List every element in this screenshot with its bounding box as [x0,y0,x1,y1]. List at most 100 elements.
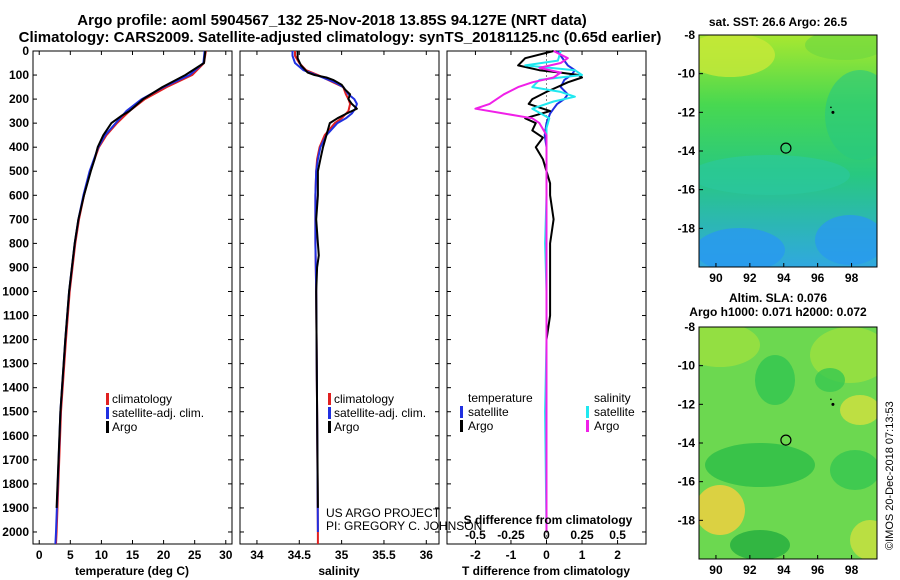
sla-high-patch [840,395,877,425]
title-line1: Argo profile: aoml 5904567_132 25-Nov-20… [77,12,586,29]
legend-satellite-swatch [328,407,331,419]
salinity-legend: climatology satellite-adj. clim. Argo [328,392,426,434]
map-lat-tick-label: -10 [678,359,696,373]
depth-tick-label: 1900 [2,501,29,515]
series-line-satellite-adj-clim- [291,51,358,533]
map-lat-tick-label: -8 [684,320,695,334]
sla-low-patch [815,368,845,392]
depth-tick-label: 1200 [2,333,29,347]
legend-temperature-argo-label: Argo [468,419,494,433]
project-pi: PI: GREGORY C. JOHNSON [326,519,482,533]
sst-warm-patch [699,35,775,77]
map-lon-tick-label: 96 [811,563,825,577]
legend-temperature-satellite-swatch [460,406,463,418]
sst-cool-patch [699,155,850,195]
depth-tick-label: 1500 [2,405,29,419]
legend-temperature-satellite-label: satellite [468,405,509,419]
s-difference-tick-label: 0.5 [609,528,626,542]
s-difference-tick-label: -0.5 [465,528,486,542]
depth-tick-label: 300 [9,116,29,130]
sst-cold-patch [815,215,877,265]
profile-location-marker [780,434,792,446]
sla-map-axes: 90 92 94 96 98 -8 -10 -12 -14 -16 -18 [678,320,859,577]
legend-temperature-heading: temperature [468,391,533,405]
legend-salinity-argo-swatch [586,420,589,432]
imos-credit: ©IMOS 20-Dec-2018 07:13:53 [884,401,896,550]
s-difference-axis-label: S difference from climatology [464,513,633,527]
legend-argo-swatch [328,421,331,433]
legend-climatology-swatch [106,393,109,405]
temperature-tick-label: 20 [157,548,171,562]
float-track-marker [830,398,832,401]
depth-tick-label: 1700 [2,453,29,467]
sla-map-markers [780,398,835,446]
x-axes: 0 5 10 15 20 25 30 34 34.5 35 35.5 36 -2 -1 0 1 2 -0.5 -0.… [36,51,626,562]
s-difference-tick-label: 0.25 [570,528,594,542]
sst-cold-patch [699,228,785,267]
t-difference-axis-label: T difference from climatology [462,564,630,578]
depth-tick-label: 100 [9,68,29,82]
depth-tick-label: 1800 [2,477,29,491]
temperature-plot-frame [32,50,233,545]
map-lat-tick-label: -12 [678,397,696,411]
sla-high-patch [850,520,877,559]
map-lon-tick-label: 90 [709,271,723,285]
map-lon-tick-label: 92 [743,563,757,577]
sst-cool-patch [825,70,877,160]
map-lon-tick-label: 98 [845,563,859,577]
temperature-legend: climatology satellite-adj. clim. Argo [106,392,204,434]
salinity-tick-label: 34 [250,548,264,562]
map-lon-tick-label: 96 [811,271,825,285]
float-track-marker [830,106,832,109]
depth-tick-label: 1100 [3,309,29,323]
sla-low-patch [705,443,815,487]
t-difference-tick-label: 2 [614,548,621,562]
depth-tick-label: 1300 [2,357,29,371]
salinity-tick-label: 34.5 [288,548,312,562]
sla-map-subtitle: Argo h1000: 0.071 h2000: 0.072 [689,305,867,319]
temperature-tick-label: 25 [188,548,202,562]
sla-low-patch [830,450,877,490]
legend-climatology-label: climatology [112,392,172,406]
map-lat-tick-label: -8 [684,28,695,42]
temperature-tick-label: 10 [95,548,109,562]
map-lon-tick-label: 90 [709,563,723,577]
sst-map-axes: 90 92 94 96 98 -8 -10 -12 -14 -16 -18 [678,28,859,285]
salinity-plot-frame [239,50,440,545]
depth-tick-label: 1000 [2,284,29,298]
t-difference-tick-label: -2 [470,548,481,562]
legend-salinity-argo-label: Argo [594,419,620,433]
sla-map-title: Altim. SLA: 0.076 [729,291,827,305]
map-lat-tick-label: -18 [678,221,696,235]
salinity-tick-label: 35 [335,548,349,562]
legend-salinity-heading: salinity [594,391,631,405]
sla-high-patch [699,327,760,367]
depth-tick-label: 800 [9,236,29,250]
sst-map-title: sat. SST: 26.6 Argo: 26.5 [709,15,848,29]
salinity-series [291,51,358,544]
legend-satellite-swatch [106,407,109,419]
project-name: US ARGO PROJECT [326,506,441,520]
series-line-satellite-adj-clim- [54,50,206,545]
depth-tick-label: 2000 [2,525,29,539]
depth-tick-label: 900 [9,260,29,274]
sst-warm-patch [805,35,877,60]
map-lat-tick-label: -16 [678,183,696,197]
t-difference-tick-label: 0 [543,548,550,562]
temperature-tick-label: 0 [36,548,43,562]
legend-climatology-label: climatology [334,392,394,406]
depth-tick-label: 700 [9,212,29,226]
legend-salinity-satellite-swatch [586,406,589,418]
legend-argo-swatch [106,421,109,433]
temperature-tick-label: 15 [126,548,140,562]
series-line-salinity-argo [474,50,569,532]
legend-satellite-label: satellite-adj. clim. [112,406,204,420]
depth-tick-label: 1400 [2,381,29,395]
title-line2: Climatology: CARS2009. Satellite-adjuste… [19,29,662,46]
profile-location-marker [780,142,792,154]
depth-tick-label: 600 [9,188,29,202]
legend-temperature-argo-swatch [460,420,463,432]
sst-map-markers [780,106,835,154]
map-lon-tick-label: 98 [845,271,859,285]
